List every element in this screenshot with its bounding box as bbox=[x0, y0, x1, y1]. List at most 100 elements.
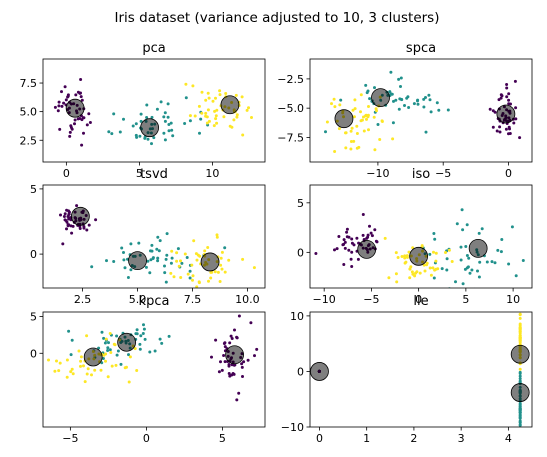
data-point bbox=[467, 257, 470, 260]
data-point bbox=[112, 112, 115, 115]
data-point bbox=[116, 354, 119, 357]
data-point bbox=[519, 408, 522, 411]
subplot-grid: 0 5 102.55.07.5pca−10 −5 0−7.5−5.0−2.5spca2.… bbox=[20, 41, 533, 445]
y-tick-label: 5 bbox=[30, 310, 37, 323]
data-point bbox=[115, 364, 118, 367]
data-point bbox=[214, 117, 217, 120]
data-point bbox=[456, 222, 459, 225]
data-point bbox=[209, 277, 212, 280]
data-point bbox=[165, 281, 168, 284]
data-point bbox=[170, 262, 173, 265]
data-point bbox=[65, 98, 68, 101]
data-point bbox=[61, 242, 64, 245]
data-point bbox=[350, 251, 353, 254]
data-point bbox=[399, 85, 402, 88]
data-point bbox=[391, 137, 394, 140]
data-point bbox=[179, 259, 182, 262]
data-point bbox=[498, 125, 501, 128]
data-point bbox=[114, 343, 117, 346]
data-point bbox=[373, 228, 376, 231]
data-point bbox=[119, 131, 122, 134]
data-point bbox=[519, 421, 522, 424]
data-point bbox=[491, 260, 494, 263]
data-point bbox=[156, 259, 159, 262]
data-point bbox=[73, 122, 76, 125]
data-point bbox=[221, 369, 224, 372]
data-point bbox=[187, 273, 190, 276]
data-point bbox=[173, 275, 176, 278]
subplot-iso: −10 −5 0 5 1005iso bbox=[297, 167, 532, 306]
data-point bbox=[67, 223, 70, 226]
data-point bbox=[389, 71, 392, 74]
data-point bbox=[137, 242, 140, 245]
data-point bbox=[55, 360, 58, 363]
data-point bbox=[460, 246, 463, 249]
data-point bbox=[170, 129, 173, 132]
data-point bbox=[478, 261, 481, 264]
data-point bbox=[177, 247, 180, 250]
y-tick-label: 7.5 bbox=[20, 77, 38, 90]
data-point bbox=[179, 276, 182, 279]
data-point bbox=[115, 335, 118, 338]
subplot-title: pca bbox=[142, 41, 165, 56]
data-point bbox=[111, 365, 114, 368]
data-point bbox=[110, 132, 113, 135]
data-point bbox=[80, 355, 83, 358]
data-point bbox=[422, 106, 425, 109]
data-point bbox=[519, 414, 522, 417]
data-point bbox=[356, 132, 359, 135]
data-point bbox=[194, 115, 197, 118]
data-point bbox=[217, 271, 220, 274]
data-point bbox=[59, 362, 62, 365]
cluster-center-marker bbox=[226, 346, 244, 364]
axes-frame bbox=[43, 312, 265, 427]
data-point bbox=[338, 127, 341, 130]
data-point bbox=[429, 267, 432, 270]
data-point bbox=[228, 341, 231, 344]
y-tick-label: −10 bbox=[281, 421, 304, 434]
data-point bbox=[140, 113, 143, 116]
axes-frame bbox=[310, 312, 532, 427]
data-point bbox=[60, 90, 63, 93]
data-point bbox=[86, 123, 89, 126]
data-point bbox=[397, 256, 400, 259]
data-point bbox=[514, 80, 517, 83]
data-point bbox=[464, 268, 467, 271]
data-point bbox=[255, 348, 258, 351]
subplot-lle: 0 1 2 3 4 −10 0 10 lle bbox=[281, 294, 532, 445]
data-point bbox=[394, 99, 397, 102]
data-point bbox=[209, 271, 212, 274]
data-point bbox=[90, 373, 93, 376]
data-point bbox=[94, 218, 97, 221]
data-point bbox=[519, 423, 522, 426]
data-point bbox=[407, 106, 410, 109]
data-point bbox=[66, 359, 69, 362]
scatter-points bbox=[59, 204, 256, 293]
data-point bbox=[62, 102, 65, 105]
data-point bbox=[138, 343, 141, 346]
data-point bbox=[242, 360, 245, 363]
data-point bbox=[158, 249, 161, 252]
data-point bbox=[129, 268, 132, 271]
data-point bbox=[437, 109, 440, 112]
data-point bbox=[519, 368, 522, 371]
data-point bbox=[213, 124, 216, 127]
data-point bbox=[467, 265, 470, 268]
data-point bbox=[519, 411, 522, 414]
data-point bbox=[107, 375, 110, 378]
data-point bbox=[364, 84, 367, 87]
data-point bbox=[445, 269, 448, 272]
x-tick-label: 3 bbox=[458, 432, 465, 445]
data-point bbox=[148, 351, 151, 354]
data-point bbox=[241, 366, 244, 369]
data-point bbox=[207, 108, 210, 111]
data-point bbox=[207, 280, 210, 283]
data-point bbox=[160, 342, 163, 345]
data-point bbox=[408, 268, 411, 271]
data-point bbox=[204, 112, 207, 115]
data-point bbox=[433, 277, 436, 280]
data-point bbox=[435, 268, 438, 271]
data-point bbox=[71, 339, 74, 342]
y-tick-label: −2.5 bbox=[277, 73, 304, 86]
data-point bbox=[196, 259, 199, 262]
